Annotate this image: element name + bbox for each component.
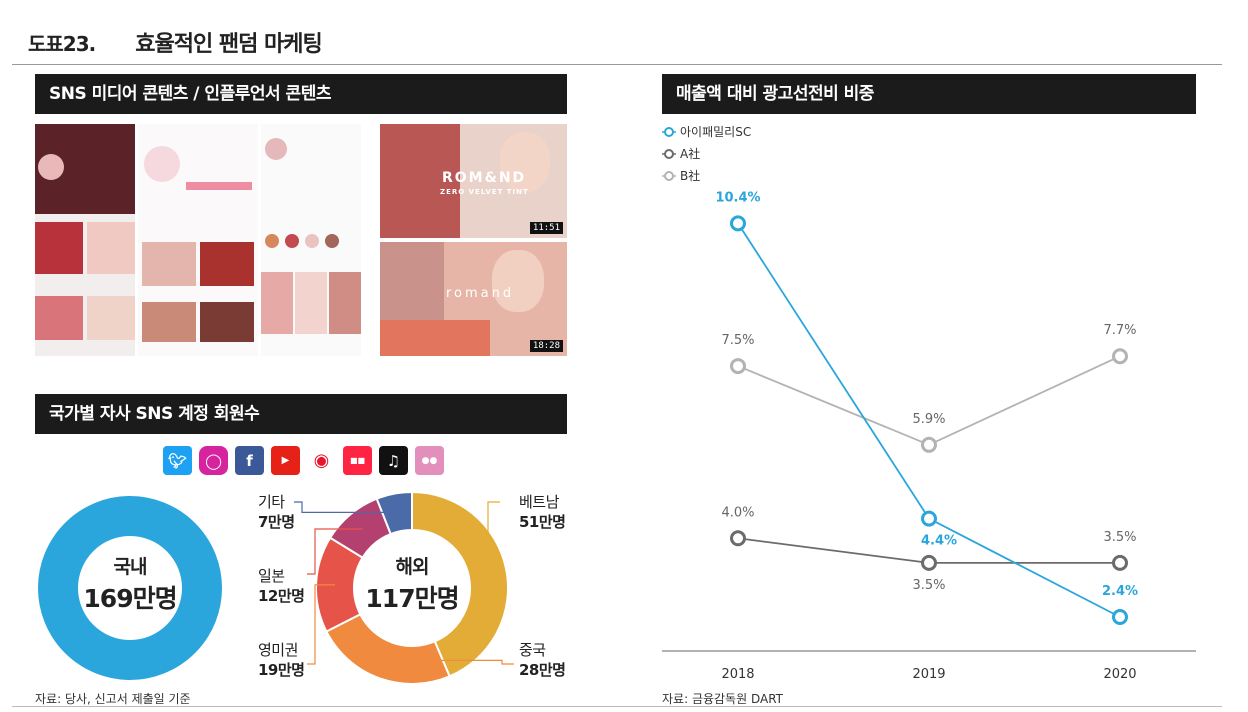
youtube-thumbnail-1: ROM&ND ZERO VELVET TINT 11:51 [380, 124, 567, 238]
x-tick-2018: 2018 [721, 667, 754, 682]
series-0-label-2: 2.4% [1102, 584, 1138, 599]
figure-header: 도표23. 효율적인 팬덤 마케팅 [28, 26, 323, 60]
callout-vietnam-value: 51만명 [519, 513, 566, 531]
callout-anglo-value: 19만명 [258, 661, 305, 679]
series-1-label-1: 3.5% [912, 578, 945, 593]
sns-screenshot-collage: ROM&ND ZERO VELVET TINT 11:51 romand 18:… [35, 124, 567, 356]
sns-members-band: 국가별 자사 SNS 계정 회원수 [35, 394, 567, 434]
callout-china-name: 중국 [519, 641, 546, 659]
series-1-label-2: 3.5% [1103, 530, 1136, 545]
callout-japan-value: 12만명 [258, 587, 305, 605]
series-0-point-0 [730, 215, 746, 232]
callout-japan-name: 일본 [258, 567, 285, 585]
callout-line-4 [294, 501, 398, 513]
series-1-point-2 [1112, 554, 1128, 571]
x-axis-ticks: 2018 2019 2020 [721, 667, 1136, 682]
series-0-label-1: 4.4% [921, 534, 957, 549]
instagram-screenshot-3 [261, 124, 361, 356]
x-tick-2020: 2020 [1103, 667, 1136, 682]
figure-number: 도표23. [28, 32, 96, 56]
callout-other-name: 기타 [258, 493, 285, 511]
instagram-screenshot-1 [35, 124, 135, 356]
callout-line-1 [385, 659, 514, 665]
legend-marker-1 [664, 149, 674, 159]
youtube-thumbnail-2: romand 18:28 [380, 242, 567, 356]
legend-label-1: A社 [680, 146, 700, 161]
donut-slice-0 [411, 490, 509, 678]
callout-vietnam: 베트남 51만명 [519, 492, 566, 532]
overseas-donut-center: 해외 117만명 [342, 552, 482, 615]
brand-text-romand: romand [446, 286, 515, 301]
chart-legend: 아이패밀리SC A社 B社 [662, 125, 751, 183]
ad-ratio-line-chart: 아이패밀리SC A社 B社 7.5% 5.9% 7.7% 4.0% 3.5% 3.5% 10.4… [662, 125, 1196, 682]
social-icons-row: 🐦︎ ◯ f ▶ ◉ ■■ ♫ ●● [163, 446, 444, 475]
series-0-point-1 [921, 510, 937, 527]
domestic-value: 169만명 [83, 584, 177, 613]
legend-marker-0 [664, 127, 674, 137]
donut-slice-1 [325, 612, 451, 685]
brand-subtext: ZERO VELVET TINT [440, 188, 529, 196]
callout-lines [294, 501, 514, 665]
callout-other-value: 7만명 [258, 513, 295, 531]
domestic-label: 국내 [113, 556, 148, 578]
brand-text-romnd: ROM&ND [442, 170, 527, 186]
sns-members-donuts [38, 490, 514, 685]
domestic-donut-ring [38, 496, 222, 680]
figure-title: 효율적인 팬덤 마케팅 [135, 32, 322, 57]
series-0-label-0: 10.4% [715, 190, 760, 205]
series-2-point-0 [730, 358, 746, 375]
x-tick-2019: 2019 [912, 667, 945, 682]
callout-china-value: 28만명 [519, 661, 566, 679]
youtube-icon: ▶ [271, 446, 300, 475]
instagram-icon: ◯ [199, 446, 228, 475]
overseas-label: 해외 [395, 556, 430, 578]
series-2-label-1: 5.9% [912, 412, 945, 427]
instagram-screenshot-2 [138, 124, 258, 356]
legend-marker-2 [664, 171, 674, 181]
other-app-icon: ●● [415, 446, 444, 475]
weibo-icon: ◉ [307, 446, 336, 475]
series-1-point-1 [921, 554, 937, 571]
series-1-point-0 [730, 530, 746, 547]
series-2-label-2: 7.7% [1103, 323, 1136, 338]
twitter-icon: 🐦︎ [163, 446, 192, 475]
callout-anglo: 영미권 19만명 [258, 640, 305, 680]
series-line-2 [737, 355, 1121, 446]
callout-japan: 일본 12만명 [258, 566, 305, 606]
xiaohongshu-icon: ■■ [343, 446, 372, 475]
tiktok-icon: ♫ [379, 446, 408, 475]
callout-anglo-name: 영미권 [258, 641, 298, 659]
series-2-label-0: 7.5% [721, 333, 754, 348]
video-duration-2: 18:28 [529, 340, 563, 352]
callout-line-2 [307, 584, 336, 665]
legend-label-0: 아이패밀리SC [680, 125, 751, 139]
video-duration-1: 11:51 [529, 222, 563, 234]
callout-other: 기타 7만명 [258, 492, 295, 532]
top-divider [12, 64, 1222, 65]
series-2-point-1 [921, 436, 937, 453]
legend-label-2: B社 [680, 168, 700, 183]
source-left: 자료: 당사, 신고서 제출일 기준 [35, 692, 191, 706]
overseas-donut [315, 490, 509, 685]
bottom-divider [12, 706, 1222, 707]
callout-vietnam-name: 베트남 [519, 493, 559, 511]
callout-line-3 [307, 528, 363, 575]
callout-china: 중국 28만명 [519, 640, 566, 680]
domestic-donut-center: 국내 169만명 [60, 552, 200, 615]
donut-slice-4 [375, 490, 413, 536]
sns-content-band: SNS 미디어 콘텐츠 / 인플루언서 콘텐츠 [35, 74, 567, 114]
overseas-value: 117만명 [365, 584, 459, 613]
source-right: 자료: 금융감독원 DART [662, 692, 783, 706]
chart-series: 7.5% 5.9% 7.7% 4.0% 3.5% 3.5% 10.4% 4.4% 2.4% [715, 190, 1138, 625]
ad-ratio-band: 매출액 대비 광고선전비 비중 [662, 74, 1196, 114]
series-0-point-2 [1112, 609, 1128, 625]
series-1-label-0: 4.0% [721, 505, 754, 520]
series-2-point-2 [1112, 348, 1128, 365]
facebook-icon: f [235, 446, 264, 475]
callout-line-0 [487, 501, 500, 574]
